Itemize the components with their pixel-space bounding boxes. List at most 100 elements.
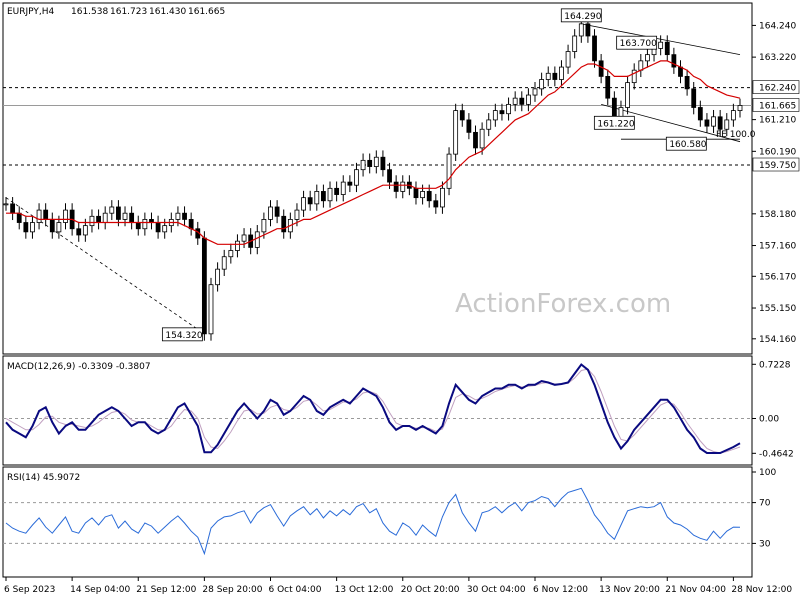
candle-body-100 — [664, 41, 670, 56]
candle-body-0 — [3, 203, 9, 206]
annotation-box-2 — [593, 115, 635, 130]
candle-body-67 — [446, 153, 452, 189]
annotation-label-2: 161.220 — [597, 119, 634, 129]
candle-body-51 — [340, 181, 346, 195]
annotation-label-1: 163.700 — [620, 39, 657, 49]
candle-body-42 — [281, 215, 287, 233]
candle-body-47 — [314, 191, 320, 205]
candle-body-36 — [241, 234, 247, 242]
candle-body-74 — [492, 110, 498, 121]
candle-body-28 — [188, 219, 194, 230]
candle-body-50 — [334, 187, 340, 195]
candle-body-86 — [572, 35, 578, 52]
candle-body-108 — [717, 116, 723, 130]
candle-body-27 — [182, 212, 187, 220]
x-tick-label-5: 13 Oct 12:00 — [335, 585, 394, 595]
candle-body-99 — [658, 41, 664, 49]
candle-body-1 — [10, 203, 16, 214]
candle-body-101 — [671, 54, 677, 68]
candle-body-26 — [175, 212, 181, 220]
annotation-box-4 — [161, 327, 203, 342]
candle-body-16 — [109, 206, 115, 214]
macd-main-line — [5, 363, 741, 454]
candle-body-64 — [426, 191, 432, 202]
candle-body-104 — [691, 88, 697, 108]
candle-body-54 — [360, 159, 366, 171]
x-axis: 6 Sep 2023 14 Sep 04:00 21 Sep 12:00 28 Sep… — [4, 577, 792, 595]
watermark: ActionForex.com — [455, 289, 671, 319]
candle-body-31 — [208, 284, 214, 335]
candle-body-106 — [704, 119, 710, 127]
candle-body-15 — [102, 212, 108, 223]
price-panel-frame — [2, 2, 753, 355]
candle-body-90 — [598, 60, 604, 77]
candle-body-79 — [525, 94, 531, 105]
candle-body-34 — [228, 250, 234, 258]
x-tick-label-11: 28 Nov 12:00 — [731, 585, 792, 595]
candle-body-59 — [393, 181, 399, 192]
candle-body-88 — [585, 23, 591, 37]
x-tick-label-0: 6 Sep 2023 — [4, 585, 55, 595]
moving-average-line — [6, 60, 741, 245]
annotation-label-3: 160.580 — [669, 140, 706, 150]
rsi-line — [5, 487, 741, 556]
candle-body-89 — [592, 35, 597, 62]
price-tag-lower-box — [752, 157, 800, 172]
macd-signal-line — [5, 368, 741, 454]
candle-body-4 — [30, 222, 35, 233]
macd-layer: 0.7228 0.00 -0.4642 — [3, 360, 794, 459]
candle-body-81 — [539, 79, 545, 90]
candle-body-20 — [135, 222, 141, 230]
candle-body-49 — [327, 187, 333, 202]
rsi-tick-label-0: 100 — [759, 468, 776, 478]
candle-body-58 — [387, 169, 392, 183]
rsi-layer: 100 70 30 — [3, 468, 776, 556]
candle-body-7 — [49, 219, 55, 233]
candle-body-75 — [499, 110, 505, 115]
x-tick-label-10: 21 Nov 04:00 — [665, 585, 726, 595]
price-tick-label-2: 161.210 — [759, 116, 796, 126]
price-layer: 164.290 163.700 161.220 160.580 154.320 FE 10… — [3, 8, 800, 345]
candle-body-8 — [56, 222, 62, 233]
candle-body-91 — [605, 76, 611, 99]
candle-body-3 — [23, 222, 29, 233]
price-tag-upper: 162.240 — [759, 84, 796, 94]
candle-body-5 — [36, 209, 42, 223]
candle-body-95 — [631, 69, 637, 84]
candle-body-73 — [486, 119, 492, 130]
price-tick-label-1: 163.220 — [759, 53, 796, 63]
price-tick-label-7: 155.150 — [759, 304, 796, 314]
fibonacci-extension-label: FE 100.0 — [716, 130, 756, 140]
x-tick-label-3: 28 Sep 20:00 — [202, 585, 262, 595]
candle-body-72 — [479, 128, 485, 149]
x-tick-label-1: 14 Sep 04:00 — [70, 585, 130, 595]
price-tag-current: 161.665 — [759, 101, 796, 111]
ohlc-high: 161.723 — [110, 7, 147, 17]
annotation-box-1 — [616, 35, 658, 50]
candle-body-96 — [638, 60, 644, 71]
price-tick-label-6: 156.170 — [759, 272, 796, 282]
rsi-tick-label-2: 30 — [759, 539, 771, 549]
candle-body-45 — [301, 197, 306, 211]
x-tick-label-2: 21 Sep 12:00 — [136, 585, 196, 595]
candle-body-85 — [565, 51, 571, 68]
candle-body-70 — [466, 119, 472, 133]
price-tag-current-box — [752, 98, 800, 112]
price-tag-lower: 159.750 — [759, 161, 796, 171]
x-tick-label-4: 6 Oct 04:00 — [269, 585, 322, 595]
candle-body-107 — [711, 116, 716, 127]
rsi-tick-label-1: 70 — [759, 499, 771, 509]
candle-body-11 — [76, 228, 82, 236]
price-tick-label-4: 158.180 — [759, 210, 796, 220]
x-tick-label-9: 13 Nov 20:00 — [599, 585, 660, 595]
annotation-label-4: 154.320 — [165, 331, 202, 341]
macd-tick-label-0: 0.7228 — [759, 360, 791, 370]
candle-body-71 — [473, 131, 478, 149]
ohlc-low: 161.430 — [149, 7, 186, 17]
candle-body-78 — [519, 97, 525, 105]
candle-body-56 — [373, 156, 379, 167]
candle-body-87 — [578, 23, 584, 37]
candle-body-38 — [254, 231, 260, 248]
